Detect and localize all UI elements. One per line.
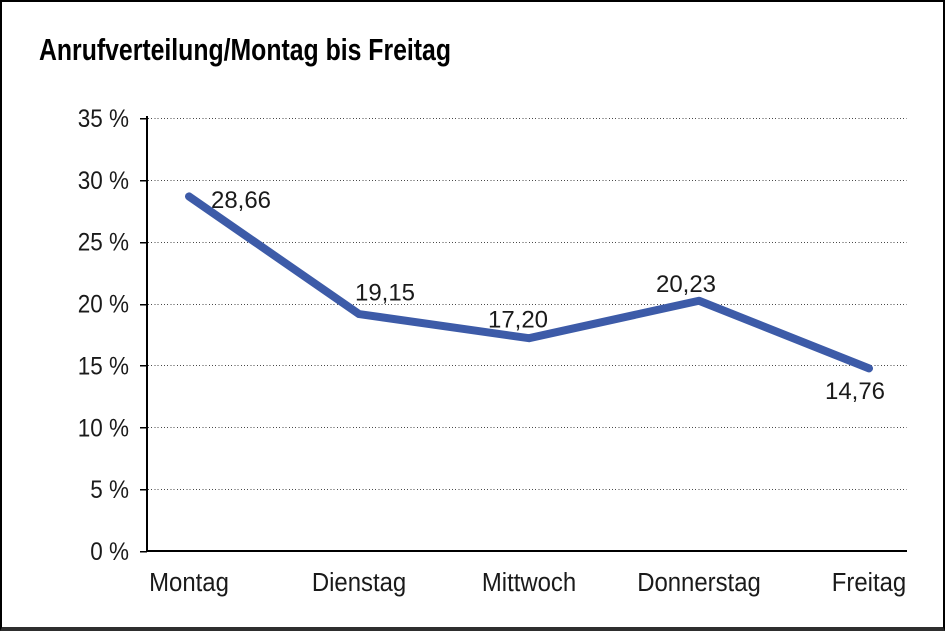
data-point-label: 14,76 — [825, 378, 885, 405]
data-point-label: 20,23 — [656, 271, 716, 298]
data-line — [185, 192, 873, 373]
y-tick-label: 15 % — [78, 352, 129, 380]
y-tick-label: 20 % — [78, 290, 129, 318]
x-axis-label: Freitag — [832, 568, 906, 597]
chart-title: Anrufverteilung/Montag bis Freitag — [39, 32, 451, 67]
data-point-label: 28,66 — [211, 187, 271, 214]
x-axis-label: Mittwoch — [482, 568, 576, 597]
y-tick-label: 25 % — [78, 229, 129, 257]
data-point-label: 19,15 — [355, 280, 415, 307]
x-axis-label: Donnerstag — [637, 568, 761, 597]
x-axis-label: Dienstag — [312, 568, 406, 597]
y-tick-label: 0 % — [90, 538, 129, 566]
y-tick-label: 10 % — [78, 414, 129, 442]
y-tick-label: 35 % — [78, 105, 129, 133]
y-tick-label: 30 % — [78, 167, 129, 195]
data-point-label: 17,20 — [488, 307, 548, 334]
y-tick-label: 5 % — [90, 476, 129, 504]
x-axis-label: Montag — [149, 568, 229, 597]
